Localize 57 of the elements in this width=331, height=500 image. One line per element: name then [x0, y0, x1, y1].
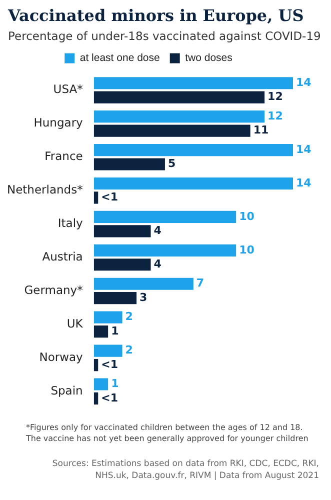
- bar: [94, 91, 265, 104]
- bar: [94, 392, 98, 405]
- bar: [94, 344, 122, 357]
- data-label: 2: [125, 310, 133, 324]
- chart-subtitle: Percentage of under-18s vaccinated against COVID-19: [8, 29, 322, 43]
- data-label: 1: [111, 324, 119, 338]
- data-label: 12: [268, 109, 283, 122]
- data-label: <1: [101, 190, 118, 204]
- data-label: 4: [154, 224, 162, 238]
- data-label: 14: [296, 142, 312, 156]
- bar: [94, 77, 293, 90]
- data-label: 14: [296, 176, 312, 190]
- bar: [94, 358, 98, 372]
- data-label: 4: [154, 258, 162, 270]
- y-tick-label: Italy: [58, 216, 84, 230]
- legend-label: at least one dose: [80, 52, 160, 64]
- y-tick-label: Hungary: [34, 116, 84, 130]
- data-label: 3: [140, 290, 148, 304]
- y-tick-label: Spain: [50, 383, 83, 398]
- bar: [94, 278, 194, 290]
- y-tick-label: Germany*: [24, 282, 84, 297]
- bar: [94, 110, 265, 123]
- bar: [94, 124, 250, 137]
- data-label: <1: [101, 358, 118, 371]
- data-label: 12: [268, 90, 283, 104]
- y-tick-label: France: [44, 149, 83, 164]
- bar: [94, 326, 108, 338]
- y-tick-label: Netherlands*: [6, 182, 84, 197]
- data-label: 1: [111, 377, 119, 390]
- bar: [94, 144, 293, 156]
- y-tick-label: USA*: [53, 82, 84, 96]
- text: The vaccine has not yet been generally approved for younger children: [26, 433, 310, 444]
- data-label: 10: [239, 210, 255, 223]
- data-label: 14: [296, 76, 312, 89]
- bar: [94, 192, 98, 204]
- legend-label: two doses: [185, 52, 232, 64]
- text: *Figures only for vaccinated children between the ages of 12 and 18.: [26, 422, 304, 433]
- y-tick-label: UK: [66, 316, 84, 330]
- data-label: 5: [168, 157, 176, 170]
- y-tick-label: Austria: [42, 250, 83, 264]
- data-label: 10: [239, 243, 255, 256]
- data-label: 7: [196, 276, 204, 290]
- chart-title: Vaccinated minors in Europe, US: [8, 6, 305, 25]
- bar: [94, 244, 236, 256]
- bar: [94, 177, 293, 190]
- data-label: 11: [253, 124, 269, 137]
- bar: [94, 158, 165, 170]
- bar: [94, 311, 122, 324]
- bar: [94, 378, 108, 390]
- bar: [94, 292, 137, 304]
- bar: [94, 210, 236, 224]
- bar: [94, 225, 151, 238]
- y-tick-label: Norway: [39, 350, 84, 364]
- data-label: 2: [125, 344, 133, 357]
- bar: [94, 258, 151, 271]
- source-note: Sources: Estimations based on data from RKI, CDC, ECDC, RKI, NHS.uk, Data.gouv.fr, RIVM | Data from August 2021: [51, 458, 319, 482]
- data-label: <1: [101, 391, 118, 404]
